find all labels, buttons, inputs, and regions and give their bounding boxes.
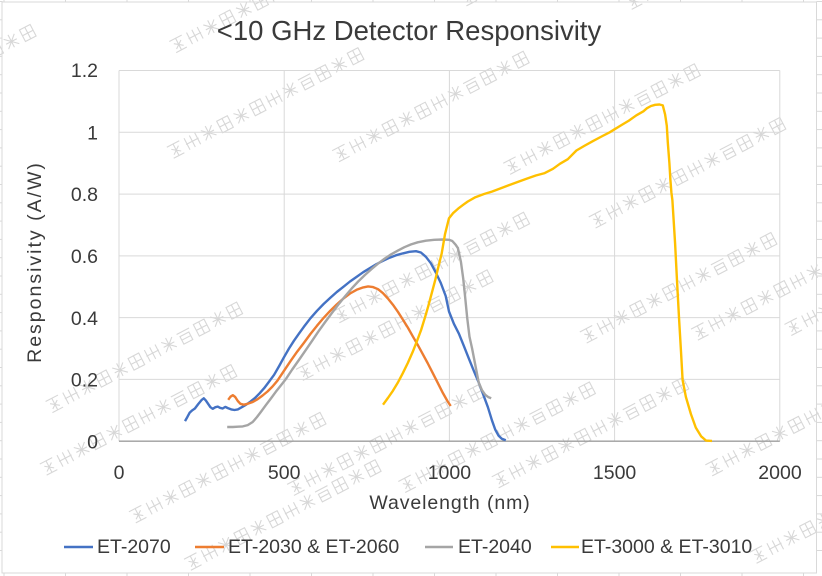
svg-text:0.4: 0.4 — [71, 308, 98, 330]
svg-text:<10 GHz Detector Responsivity: <10 GHz Detector Responsivity — [217, 15, 602, 46]
svg-text:500: 500 — [268, 462, 301, 484]
svg-text:0.2: 0.2 — [71, 370, 98, 392]
svg-text:ET-2040: ET-2040 — [458, 536, 532, 558]
svg-text:1.2: 1.2 — [71, 60, 98, 82]
svg-text:0.8: 0.8 — [71, 184, 98, 206]
svg-text:Responsivity (A/W): Responsivity (A/W) — [24, 161, 46, 363]
svg-text:ET-3000 & ET-3010: ET-3000 & ET-3010 — [581, 536, 752, 558]
svg-text:1000: 1000 — [428, 462, 472, 484]
svg-text:1: 1 — [87, 122, 98, 144]
svg-text:ET-2070: ET-2070 — [97, 536, 171, 558]
svg-text:0: 0 — [87, 431, 98, 453]
svg-text:ET-2030 & ET-2060: ET-2030 & ET-2060 — [228, 536, 399, 558]
svg-text:2000: 2000 — [758, 462, 802, 484]
svg-text:0: 0 — [114, 462, 125, 484]
svg-text:0.6: 0.6 — [71, 246, 98, 268]
svg-text:Wavelength (nm): Wavelength (nm) — [369, 492, 530, 514]
svg-text:1500: 1500 — [593, 462, 637, 484]
